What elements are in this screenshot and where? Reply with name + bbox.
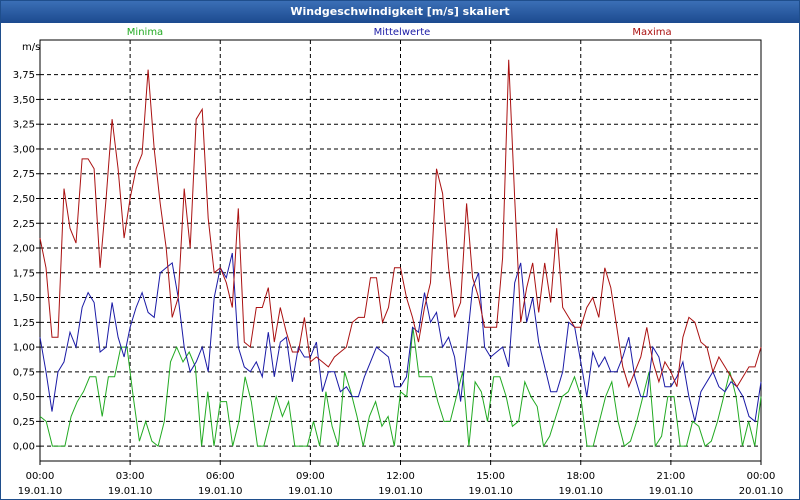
y-tick-label: 2,25: [13, 219, 35, 230]
x-tick-date-label: 19.01.10: [18, 486, 63, 497]
legend-entry-minima: Minima: [127, 27, 163, 38]
x-tick-date-label: 19.01.10: [378, 486, 423, 497]
x-tick-date-label: 19.01.10: [198, 486, 243, 497]
x-tick-time-label: 00:00: [26, 471, 55, 482]
series-line-minima: [39, 327, 762, 448]
grid-lines: [40, 40, 761, 461]
y-tick-label: 2,00: [13, 244, 35, 255]
x-tick-time-label: 18:00: [566, 471, 595, 482]
legend-entry-mittelwerte: Mittelwerte: [374, 27, 431, 38]
series-line-maxima: [39, 59, 762, 389]
x-tick-date-label: 19.01.10: [288, 486, 333, 497]
x-tick-time-label: 15:00: [476, 471, 505, 482]
legend-entry-maxima: Maxima: [632, 27, 671, 38]
y-tick-label: 1,00: [13, 343, 35, 354]
y-axis-ticks: 0,00 0,25 0,50 0,75 1,00 1,25 1,50 1,75 2,00 2,25…: [13, 70, 40, 453]
x-tick-date-label: 19.01.10: [558, 486, 603, 497]
x-tick-time-label: 06:00: [206, 471, 235, 482]
x-tick-date-label: 19.01.10: [108, 486, 153, 497]
x-tick-time-label: 09:00: [296, 471, 325, 482]
y-tick-label: 3,25: [13, 120, 35, 131]
y-tick-label: 0,75: [13, 367, 35, 378]
y-axis-label: m/s: [22, 42, 40, 53]
y-tick-label: 3,00: [13, 144, 35, 155]
x-tick-time-label: 21:00: [656, 471, 685, 482]
y-tick-label: 1,50: [13, 293, 35, 304]
y-tick-label: 2,75: [13, 169, 35, 180]
x-tick-date-label: 19.01.10: [649, 486, 694, 497]
x-tick-time-label: 00:00: [747, 471, 776, 482]
y-tick-label: 1,75: [13, 268, 35, 279]
y-tick-label: 0,50: [13, 392, 35, 403]
legend: Minima Mittelwerte Maxima: [127, 27, 672, 38]
series-line-mittelwerte: [39, 252, 762, 423]
x-axis-ticks: 00:00 19.01.10 03:00 19.01.10 06:00 19.01.10 0…: [18, 461, 784, 497]
y-tick-label: 2,50: [13, 194, 35, 205]
y-tick-label: 3,75: [13, 70, 35, 81]
x-tick-time-label: 12:00: [386, 471, 415, 482]
x-tick-date-label: 19.01.10: [468, 486, 513, 497]
x-tick-date-label: 20.01.10: [739, 486, 784, 497]
y-tick-label: 0,00: [13, 442, 35, 453]
x-tick-time-label: 03:00: [116, 471, 145, 482]
y-tick-label: 0,25: [13, 417, 35, 428]
window-title: Windgeschwindigkeit [m/s] skaliert: [1, 1, 799, 23]
y-tick-label: 1,25: [13, 318, 35, 329]
series-lines: [39, 59, 762, 448]
y-tick-label: 3,50: [13, 95, 35, 106]
